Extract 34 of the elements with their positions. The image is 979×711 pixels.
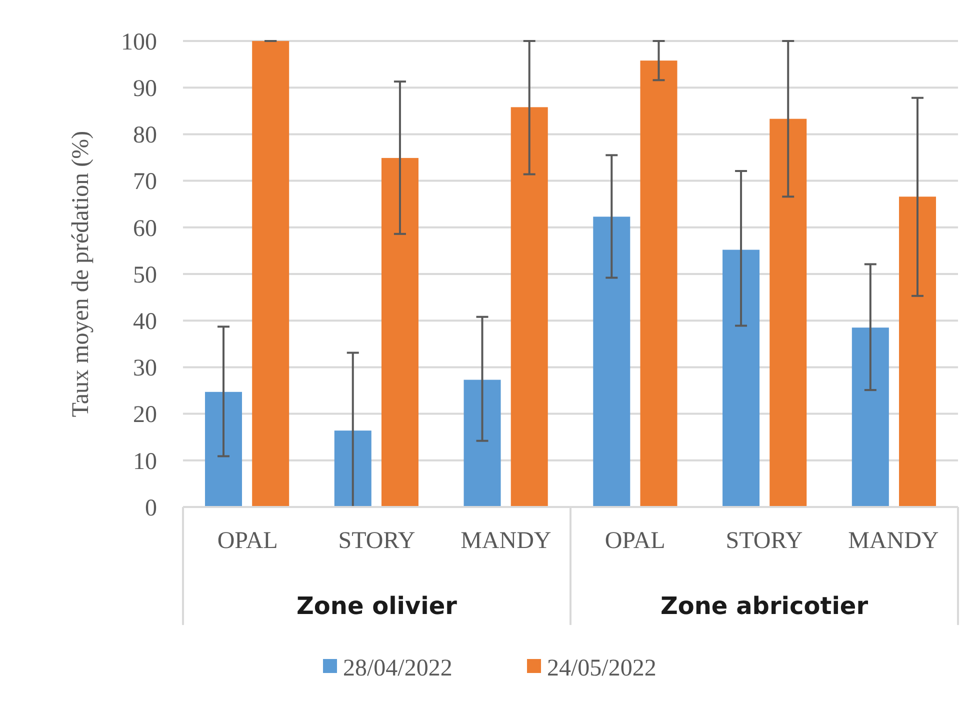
y-tick-label: 30 <box>133 356 157 382</box>
text: Zone abricotier <box>660 592 868 620</box>
bar <box>770 118 807 507</box>
x-tick-label: OPAL <box>217 528 278 554</box>
x-tick-label: STORY <box>726 528 803 554</box>
y-tick-label: 40 <box>133 309 157 335</box>
x-tick-label: MANDY <box>848 528 939 554</box>
legend-label: 28/04/2022 <box>343 655 452 682</box>
bar <box>510 107 548 507</box>
y-tick-label: 70 <box>133 169 157 196</box>
y-tick-label: 10 <box>133 448 157 475</box>
bar <box>464 380 501 507</box>
x-tick-label: MANDY <box>460 528 552 554</box>
y-tick-label: 100 <box>121 29 157 56</box>
bar <box>334 430 372 507</box>
bar <box>852 328 889 507</box>
text: Zone olivier <box>296 592 458 620</box>
bar <box>204 392 242 507</box>
x-tick-label: OPAL <box>604 528 666 554</box>
y-tick-label: 20 <box>133 402 157 428</box>
bar <box>381 158 418 507</box>
y-tick-label: 90 <box>133 76 157 102</box>
y-tick-label: 0 <box>145 495 157 522</box>
x-tick-label: STORY <box>338 528 416 554</box>
y-tick-label: 50 <box>133 262 157 288</box>
bar <box>722 250 760 507</box>
bar <box>593 216 630 507</box>
y-tick-label: 80 <box>133 122 157 149</box>
bar <box>640 60 678 507</box>
y-axis-title: Taux moyen de prédation (%) <box>68 130 94 418</box>
bar <box>899 196 936 507</box>
legend-label: 24/05/2022 <box>547 655 656 682</box>
bar <box>252 41 290 507</box>
y-tick-label: 60 <box>133 216 157 242</box>
